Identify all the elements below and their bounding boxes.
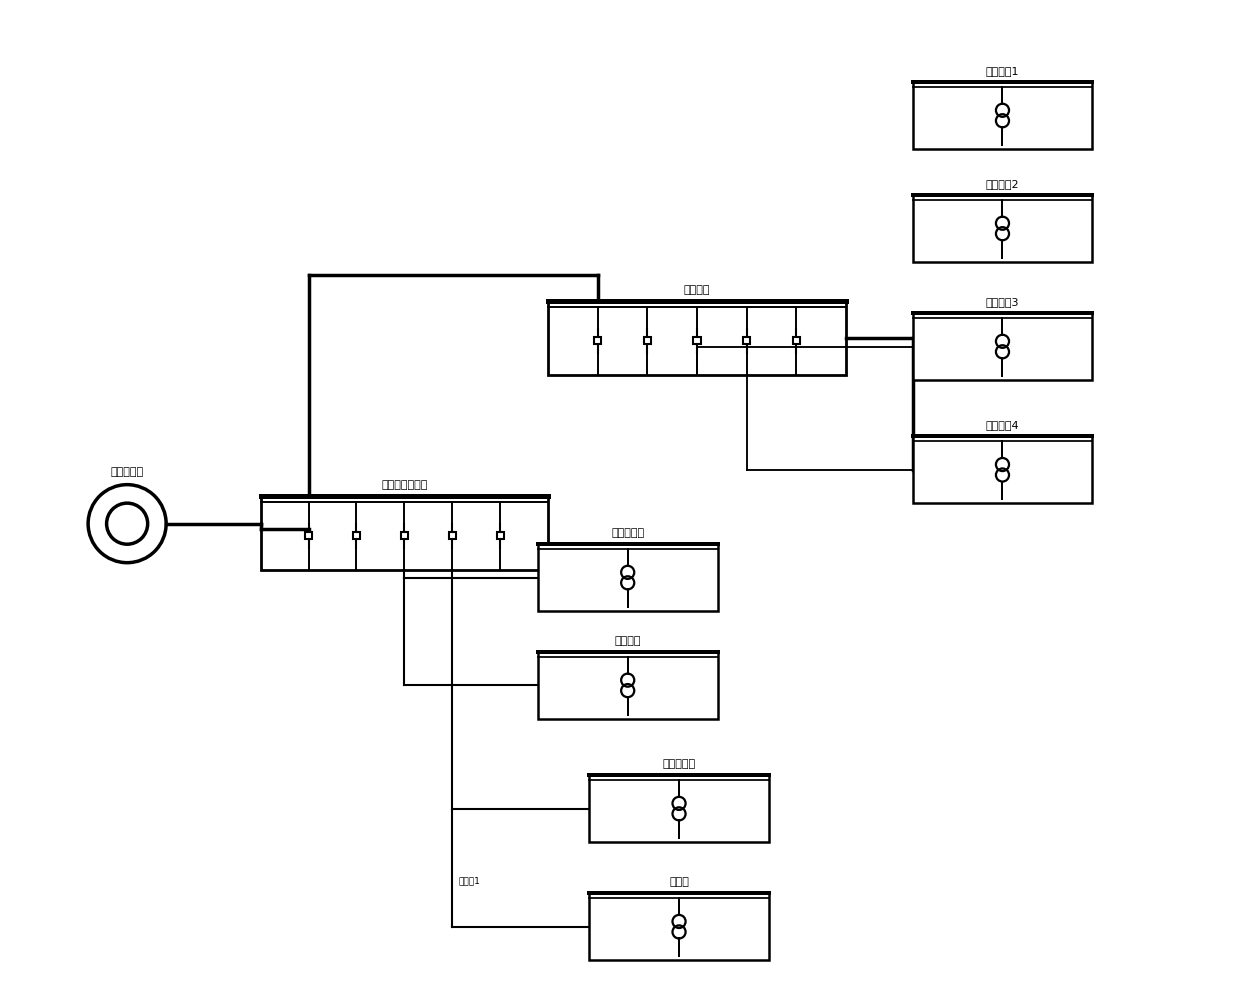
Bar	[693, 338, 701, 345]
Text: 工区段1: 工区段1	[459, 875, 480, 884]
Bar	[401, 532, 408, 540]
Bar	[913, 195, 1092, 262]
Text: 天钰尚品1: 天钰尚品1	[986, 66, 1019, 76]
Text: 地质博物馆: 地质博物馆	[662, 759, 696, 769]
Bar	[589, 775, 769, 842]
Bar	[743, 338, 750, 345]
Bar	[497, 532, 503, 540]
Bar	[353, 532, 360, 540]
Text: 红山变电站: 红山变电站	[110, 467, 144, 477]
Text: 新城铁新起: 新城铁新起	[611, 528, 645, 538]
Text: 远大桂园: 远大桂园	[615, 635, 641, 645]
Bar	[449, 532, 456, 540]
Text: 华天苑: 华天苑	[670, 877, 689, 887]
Text: 新城国际: 新城国际	[683, 285, 711, 295]
Text: 天钰尚品3: 天钰尚品3	[986, 297, 1019, 307]
Bar	[644, 338, 651, 345]
Text: 天大钱省科技馆: 天大钱省科技馆	[381, 480, 428, 490]
Bar	[792, 338, 800, 345]
Text: 天钰尚品2: 天钰尚品2	[986, 179, 1019, 189]
Bar	[260, 496, 548, 570]
Bar	[913, 82, 1092, 148]
Bar	[538, 544, 718, 611]
Bar	[538, 652, 718, 719]
Bar	[913, 313, 1092, 379]
Bar	[548, 301, 846, 374]
Bar	[913, 436, 1092, 503]
Bar	[589, 893, 769, 960]
Text: 天钰尚品4: 天钰尚品4	[986, 420, 1019, 430]
Bar	[594, 338, 601, 345]
Bar	[305, 532, 312, 540]
